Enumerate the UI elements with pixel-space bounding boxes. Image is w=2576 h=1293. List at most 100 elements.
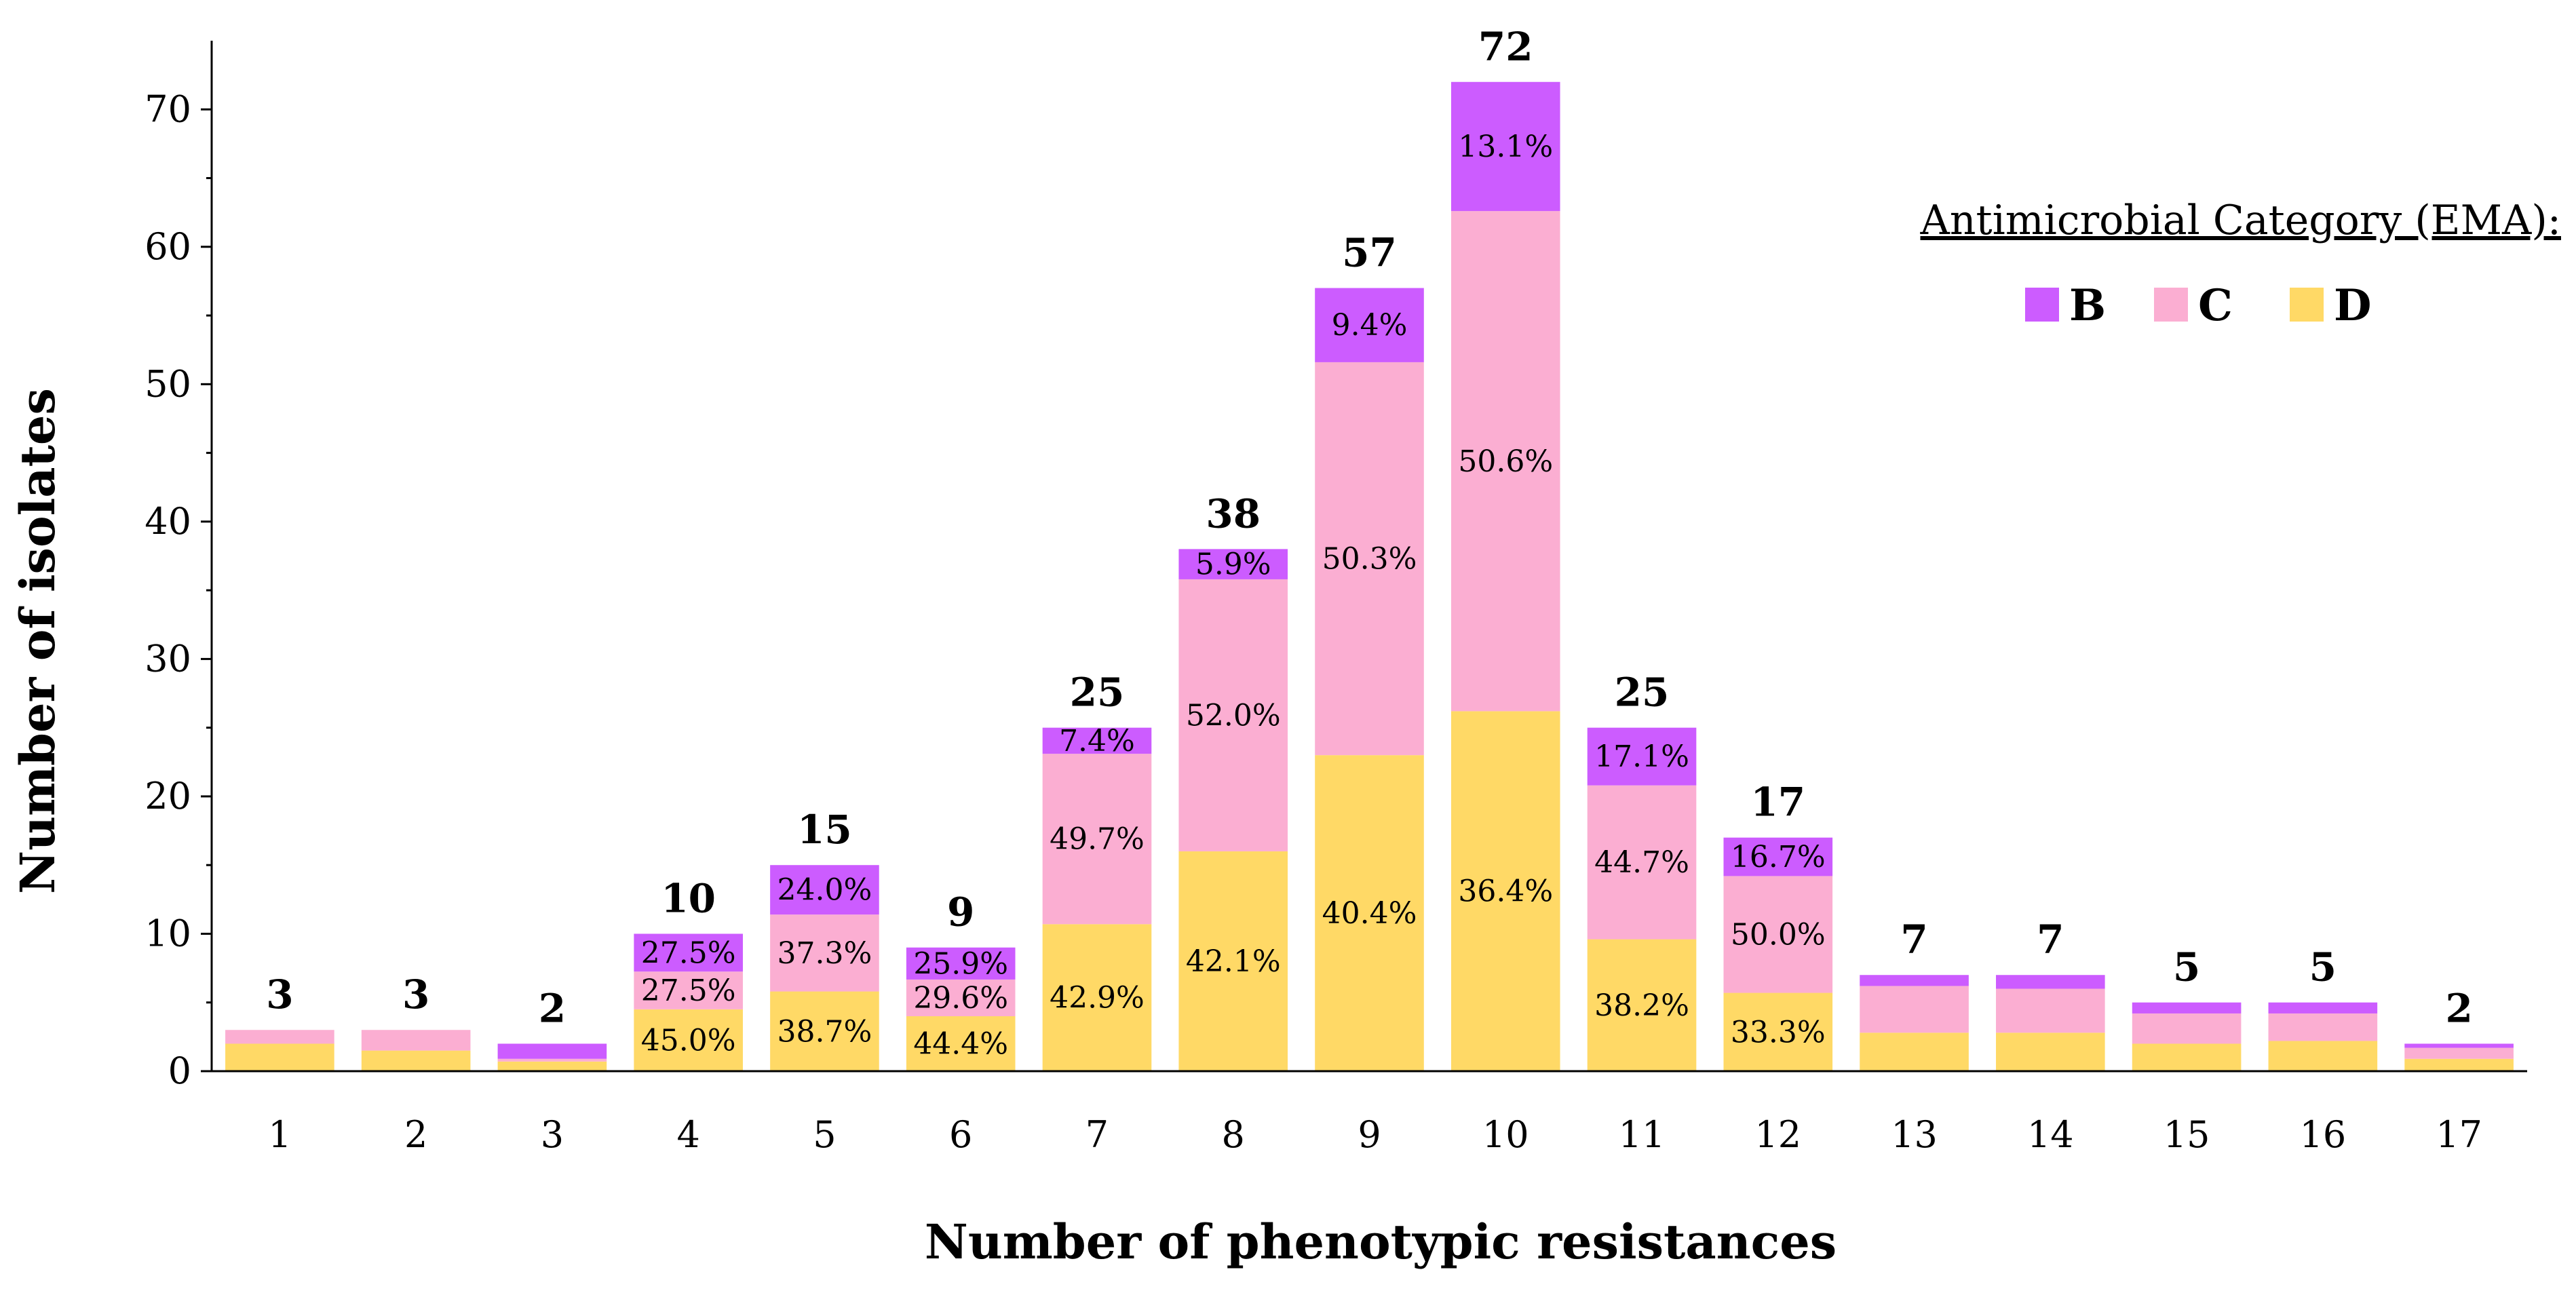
- x-tick-label-6: 6: [949, 1113, 972, 1156]
- pct-label-B-12: 16.7%: [1731, 840, 1826, 874]
- x-tick-label-12: 12: [1754, 1113, 1801, 1156]
- pct-label-D-7: 42.9%: [1050, 981, 1145, 1016]
- bar-C-14: [1996, 988, 2105, 1033]
- pct-label-B-10: 13.1%: [1458, 130, 1553, 164]
- x-tick-label-1: 1: [268, 1113, 291, 1156]
- total-label-17: 2: [2445, 985, 2472, 1031]
- bar-B-3: [497, 1043, 607, 1059]
- bar-B-10: [1450, 81, 1560, 212]
- x-tick-label-11: 11: [1619, 1113, 1666, 1156]
- total-label-16: 5: [2309, 944, 2337, 990]
- pct-label-B-8: 5.9%: [1195, 547, 1271, 582]
- y-tick-label-70: 70: [145, 88, 191, 130]
- total-label-12: 17: [1750, 779, 1805, 826]
- bar-B-5: [770, 865, 879, 915]
- pct-label-C-12: 50.0%: [1731, 917, 1826, 952]
- bar-C-2: [361, 1030, 471, 1051]
- bar-C-5: [770, 914, 879, 992]
- bar-C-17: [2404, 1047, 2514, 1059]
- x-tick-label-15: 15: [2164, 1113, 2210, 1156]
- bar-C-1: [225, 1030, 334, 1044]
- y-tick-label-10: 10: [145, 912, 191, 954]
- bar-C-4: [634, 971, 743, 1009]
- bar-D-10: [1450, 711, 1560, 1071]
- bar-B-12: [1723, 837, 1833, 876]
- pct-label-D-4: 45.0%: [641, 1023, 736, 1058]
- bar-C-6: [906, 979, 1016, 1016]
- bar-C-10: [1450, 211, 1560, 712]
- bar-D-6: [906, 1016, 1016, 1071]
- pct-label-C-11: 44.7%: [1594, 845, 1689, 880]
- legend-swatch-D: [2290, 288, 2324, 322]
- bar-D-5: [770, 991, 879, 1071]
- pct-label-D-12: 33.3%: [1731, 1015, 1826, 1049]
- total-label-13: 7: [1900, 916, 1927, 963]
- x-tick-label-4: 4: [676, 1113, 699, 1156]
- legend-entries: B C D: [2025, 280, 2372, 331]
- pct-label-D-8: 42.1%: [1186, 944, 1281, 979]
- bar-D-1: [225, 1043, 334, 1071]
- legend-swatch-C: [2154, 288, 2188, 322]
- x-tick-label-14: 14: [2027, 1113, 2074, 1156]
- total-label-10: 72: [1478, 24, 1533, 70]
- bar-B-13: [1860, 975, 1969, 986]
- total-label-7: 25: [1070, 670, 1125, 716]
- bars-layer: [225, 81, 2514, 1071]
- x-tick-label-9: 9: [1358, 1113, 1381, 1156]
- x-axis-title: Number of phenotypic resistances: [925, 1214, 1837, 1270]
- legend-label-C: C: [2198, 280, 2233, 331]
- bar-D-16: [2268, 1041, 2378, 1071]
- pct-label-B-5: 24.0%: [777, 873, 872, 908]
- bar-C-3: [497, 1058, 607, 1062]
- y-axis-title: Number of isolates: [9, 388, 66, 894]
- bar-D-4: [634, 1009, 743, 1071]
- bar-D-9: [1315, 755, 1424, 1071]
- bar-D-13: [1860, 1033, 1969, 1071]
- x-tick-label-10: 10: [1482, 1113, 1529, 1156]
- bar-D-12: [1723, 992, 1833, 1071]
- bar-C-11: [1587, 785, 1697, 940]
- total-label-8: 38: [1206, 490, 1261, 537]
- total-label-4: 10: [661, 875, 716, 921]
- pct-label-D-5: 38.7%: [777, 1014, 872, 1049]
- pct-label-B-11: 17.1%: [1594, 739, 1689, 774]
- x-tick-label-16: 16: [2299, 1113, 2346, 1156]
- legend-label-D: D: [2334, 280, 2372, 331]
- bar-D-2: [361, 1050, 471, 1071]
- bar-D-11: [1587, 939, 1697, 1071]
- y-tick-label-0: 0: [168, 1049, 191, 1092]
- pct-label-D-9: 40.4%: [1322, 896, 1417, 931]
- y-tick-label-40: 40: [145, 500, 191, 543]
- bar-C-12: [1723, 876, 1833, 993]
- legend-title: Antimicrobial Category (EMA):: [1920, 197, 2561, 244]
- x-tick-label-2: 2: [404, 1113, 427, 1156]
- bar-B-8: [1178, 549, 1288, 579]
- pct-label-B-7: 7.4%: [1059, 724, 1135, 758]
- y-tick-label-50: 50: [145, 362, 191, 405]
- total-label-9: 57: [1342, 230, 1397, 276]
- y-tick-label-60: 60: [145, 225, 191, 268]
- pct-label-C-7: 49.7%: [1050, 822, 1145, 857]
- pct-label-D-11: 38.2%: [1594, 988, 1689, 1023]
- x-tick-label-7: 7: [1085, 1113, 1109, 1156]
- bar-D-7: [1042, 924, 1152, 1071]
- bar-D-17: [2404, 1058, 2514, 1071]
- y-tick-label-20: 20: [145, 775, 191, 817]
- total-label-1: 3: [266, 971, 293, 1018]
- bar-C-9: [1315, 362, 1424, 756]
- x-tick-label-17: 17: [2436, 1113, 2482, 1156]
- pct-label-C-4: 27.5%: [641, 973, 736, 1008]
- pct-label-C-10: 50.6%: [1458, 444, 1553, 479]
- pct-label-B-6: 25.9%: [913, 946, 1008, 981]
- x-tick-label-8: 8: [1222, 1113, 1245, 1156]
- bar-C-7: [1042, 754, 1152, 925]
- total-label-6: 9: [947, 889, 974, 935]
- x-tick-label-3: 3: [541, 1113, 564, 1156]
- bar-D-14: [1996, 1033, 2105, 1071]
- bar-B-15: [2132, 1002, 2242, 1014]
- pct-label-C-5: 37.3%: [777, 936, 872, 971]
- legend: Antimicrobial Category (EMA): B C D: [1920, 197, 2561, 331]
- bar-B-11: [1587, 727, 1697, 786]
- pct-label-C-9: 50.3%: [1322, 542, 1417, 577]
